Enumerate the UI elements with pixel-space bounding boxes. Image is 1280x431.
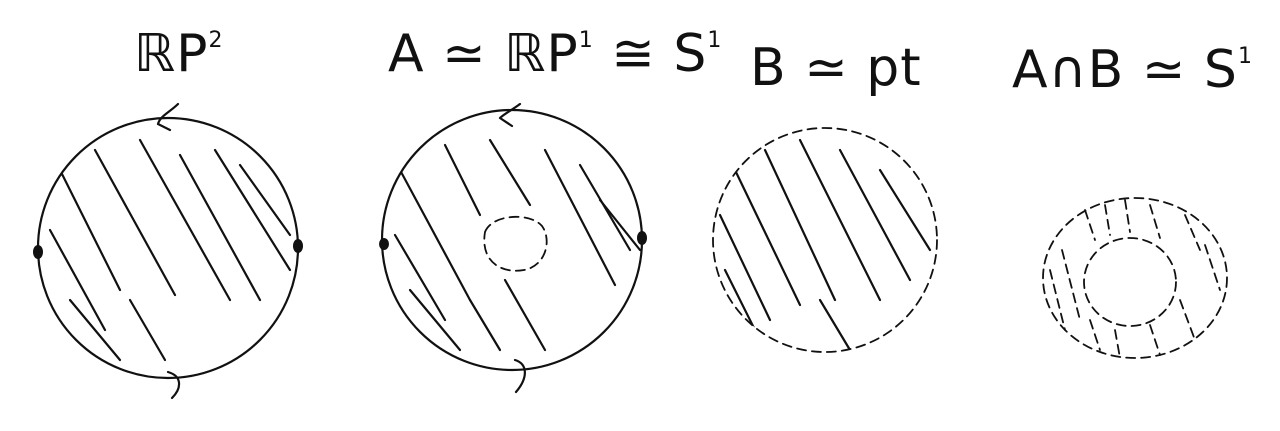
label-b-text: B ≃ pt [750,38,922,98]
label-rp2: ℝP2 [134,24,224,84]
label-rp2-sup: 2 [208,27,224,53]
a-hatching [393,138,642,352]
panel-rp2 [33,102,303,400]
label-a-sup: 1 [578,27,594,53]
label-a-text: A ≃ ℝP [388,24,579,84]
label-a-sup2: 1 [707,27,723,53]
panel-a-cap-b [1042,197,1228,359]
acapb-hatching [1049,199,1221,359]
a-arrow-bottom [513,358,526,394]
a-right-point [637,231,647,245]
rp2-hatching [48,138,292,362]
rp2-right-point [293,239,303,253]
acapb-outer-boundary [1042,197,1228,359]
panel-a [379,102,647,394]
a-arrow-top [498,102,522,128]
label-b: B ≃ pt [750,38,922,98]
label-a: A ≃ ℝP1 ≅ S1 [388,24,722,84]
label-a-tail: ≅ S [593,24,708,84]
rp2-left-point [33,245,43,259]
rp2-boundary-circle [36,116,300,380]
rp2-arrow-top [156,102,180,132]
acapb-inner-boundary [1083,237,1177,327]
b-boundary-circle [712,127,938,353]
panel-b [712,127,938,353]
label-rp2-text: ℝP [134,24,209,84]
b-hatching [718,138,932,352]
label-a-cap-b-sup: 1 [1237,43,1253,69]
rp2-arrow-bottom [166,370,181,400]
a-hole [483,215,548,272]
label-a-cap-b-text: A∩B ≃ S [1012,40,1238,100]
a-left-point [379,238,389,250]
label-a-cap-b: A∩B ≃ S1 [1012,40,1253,100]
a-boundary-circle [380,108,644,372]
